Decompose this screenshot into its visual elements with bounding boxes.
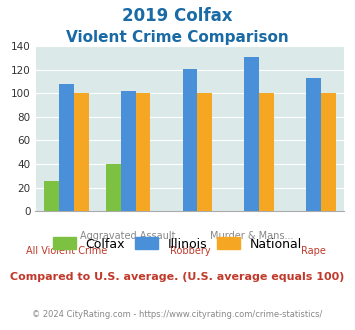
Bar [321, 93, 336, 211]
Bar [44, 181, 59, 211]
Text: All Violent Crime: All Violent Crime [26, 246, 107, 256]
Bar [74, 93, 89, 211]
Bar [306, 78, 321, 211]
Bar [197, 93, 212, 211]
Text: Murder & Mans...: Murder & Mans... [210, 231, 294, 241]
Text: Rape: Rape [301, 246, 326, 256]
Text: 2019 Colfax: 2019 Colfax [122, 7, 233, 25]
Bar [259, 93, 274, 211]
Bar [136, 93, 151, 211]
Text: Robbery: Robbery [170, 246, 210, 256]
Text: Aggravated Assault: Aggravated Assault [80, 231, 176, 241]
Text: Compared to U.S. average. (U.S. average equals 100): Compared to U.S. average. (U.S. average … [10, 272, 345, 282]
Bar [244, 57, 259, 211]
Bar [59, 84, 74, 211]
Bar [182, 69, 197, 211]
Bar [106, 164, 121, 211]
Legend: Colfax, Illinois, National: Colfax, Illinois, National [53, 237, 302, 250]
Bar [121, 91, 136, 211]
Text: Violent Crime Comparison: Violent Crime Comparison [66, 30, 289, 45]
Text: © 2024 CityRating.com - https://www.cityrating.com/crime-statistics/: © 2024 CityRating.com - https://www.city… [32, 310, 323, 319]
